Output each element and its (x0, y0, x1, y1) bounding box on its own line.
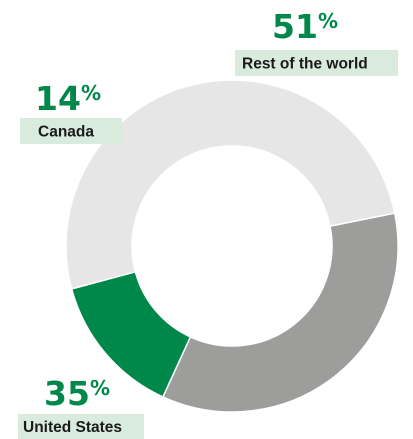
donut-slices (65, 79, 399, 413)
slice-label-united-states: 35% United States (18, 374, 144, 439)
category-label-canada: Canada (38, 124, 94, 141)
category-label-bg-canada (20, 118, 122, 144)
value-unit-rest-of-world: % (318, 9, 338, 33)
category-label-united-states: United States (23, 419, 122, 436)
value-number-united-states: 35 (44, 374, 90, 413)
category-label-bg-united-states (18, 414, 144, 439)
donut-slice-united-states (161, 212, 399, 413)
value-label-rest-of-world: 51% (272, 7, 338, 46)
value-unit-united-states: % (90, 376, 110, 400)
category-label-bg-rest-of-world (235, 50, 398, 76)
value-label-united-states: 35% (44, 374, 110, 413)
category-label-rest-of-world: Rest of the world (242, 56, 368, 73)
value-number-canada: 14 (35, 79, 81, 118)
value-label-canada: 14% (35, 79, 101, 118)
value-number-rest-of-world: 51 (272, 7, 318, 46)
slice-label-rest-of-world: 51% Rest of the world (235, 7, 398, 76)
donut-slice-canada (70, 270, 192, 398)
value-unit-canada: % (81, 81, 101, 105)
slice-label-canada: 14% Canada (20, 79, 122, 144)
